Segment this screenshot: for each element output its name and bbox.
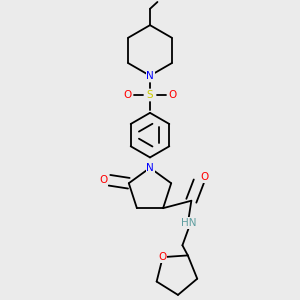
Text: S: S [147, 90, 153, 100]
Text: HN: HN [181, 218, 196, 228]
Text: O: O [200, 172, 208, 182]
Text: N: N [146, 71, 154, 81]
Text: O: O [99, 175, 108, 185]
Text: N: N [146, 163, 154, 173]
Text: O: O [159, 252, 167, 262]
Text: O: O [168, 90, 176, 100]
Text: O: O [124, 90, 132, 100]
